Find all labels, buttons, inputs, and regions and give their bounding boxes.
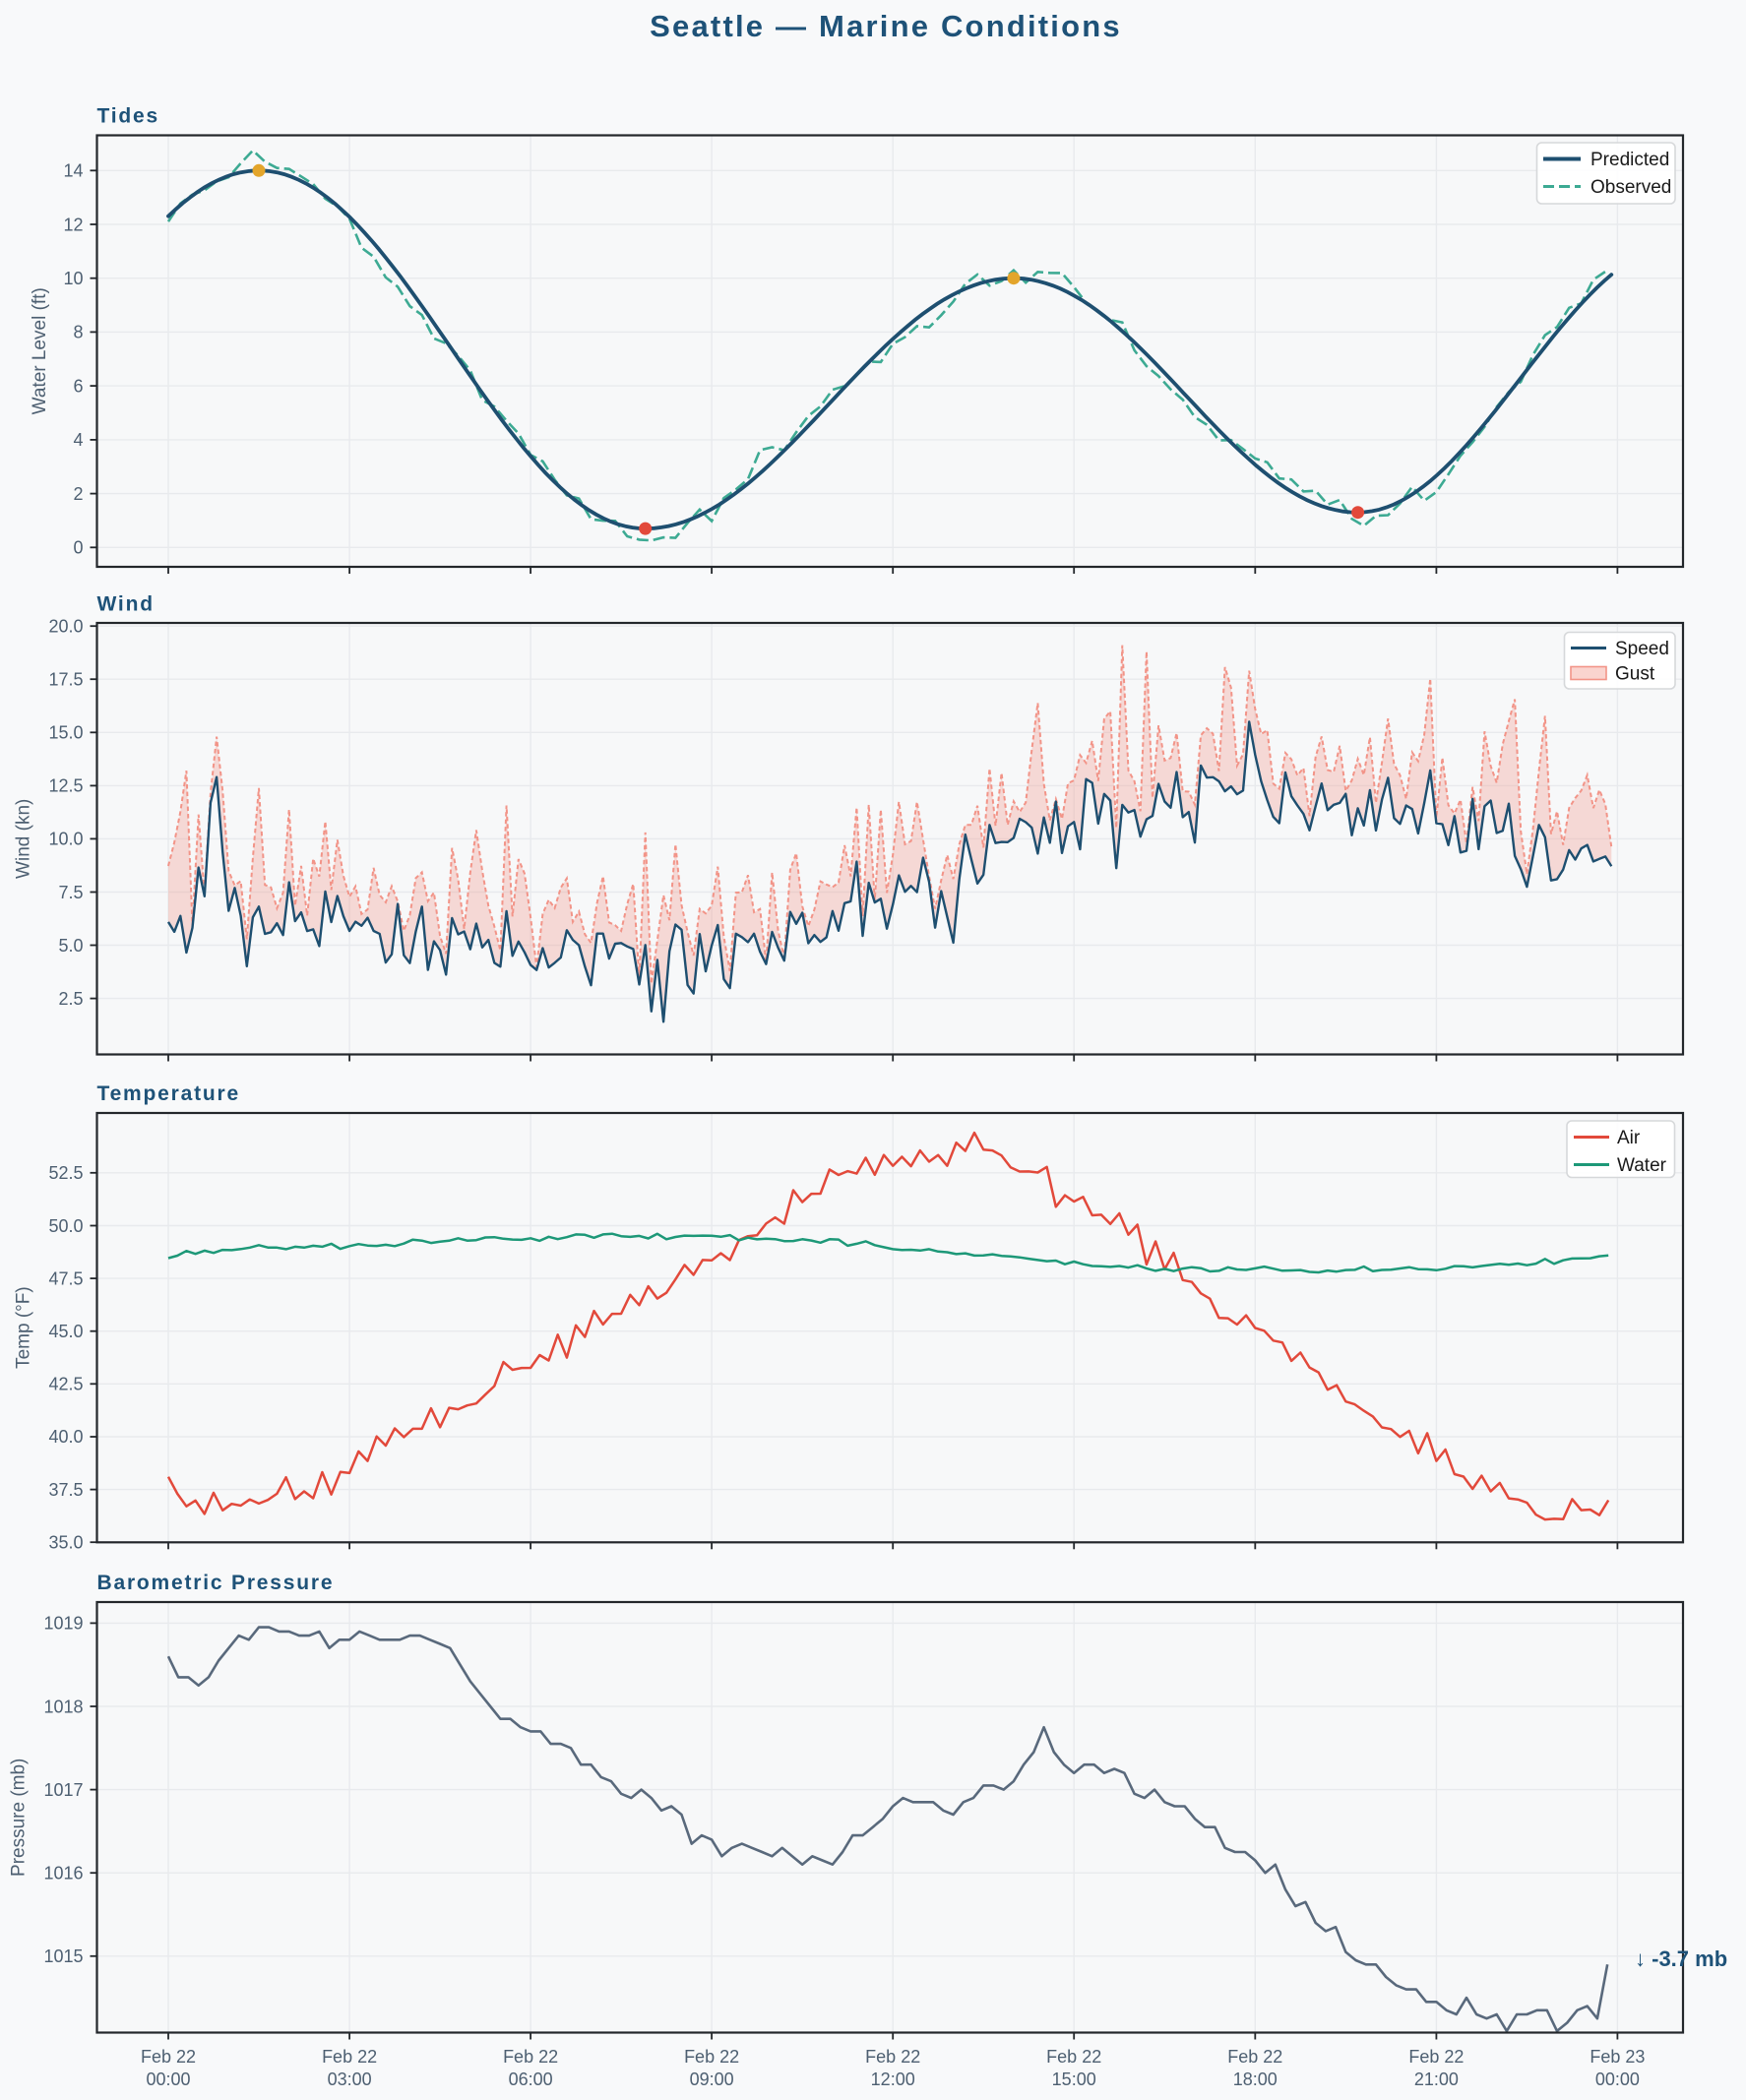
svg-text:Tides: Tides [97, 105, 159, 128]
svg-text:Feb 22: Feb 22 [1046, 2047, 1101, 2067]
svg-text:0: 0 [73, 538, 83, 558]
svg-text:37.5: 37.5 [48, 1480, 83, 1500]
svg-text:12:00: 12:00 [871, 2069, 915, 2089]
svg-text:00:00: 00:00 [146, 2069, 190, 2089]
svg-text:35.0: 35.0 [48, 1533, 83, 1553]
svg-text:10: 10 [63, 269, 83, 288]
svg-text:↓ -3.7 mb: ↓ -3.7 mb [1635, 1946, 1727, 1971]
svg-text:8: 8 [73, 323, 83, 342]
svg-text:10.0: 10.0 [48, 830, 83, 849]
svg-text:14: 14 [63, 161, 83, 181]
svg-text:03:00: 03:00 [328, 2069, 372, 2089]
svg-text:6: 6 [73, 376, 83, 396]
svg-text:2: 2 [73, 484, 83, 504]
svg-text:Air: Air [1617, 1128, 1641, 1148]
svg-text:00:00: 00:00 [1595, 2069, 1640, 2089]
svg-text:Temperature: Temperature [97, 1082, 240, 1105]
svg-text:1017: 1017 [43, 1780, 83, 1800]
svg-text:47.5: 47.5 [48, 1268, 83, 1288]
svg-text:Water Level (ft): Water Level (ft) [30, 287, 50, 414]
svg-text:12: 12 [63, 215, 83, 234]
svg-text:52.5: 52.5 [48, 1163, 83, 1183]
svg-text:20.0: 20.0 [48, 617, 83, 637]
svg-text:4: 4 [73, 430, 83, 450]
svg-text:Speed: Speed [1615, 639, 1669, 659]
svg-text:Feb 22: Feb 22 [322, 2047, 377, 2067]
svg-text:Seattle — Marine Conditions: Seattle — Marine Conditions [650, 9, 1122, 43]
svg-text:18:00: 18:00 [1233, 2069, 1278, 2089]
svg-text:Feb 22: Feb 22 [865, 2047, 920, 2067]
svg-text:Water: Water [1617, 1155, 1667, 1176]
svg-text:2.5: 2.5 [58, 989, 83, 1009]
svg-text:40.0: 40.0 [48, 1427, 83, 1447]
svg-text:06:00: 06:00 [509, 2069, 553, 2089]
svg-text:7.5: 7.5 [58, 883, 83, 902]
svg-text:Gust: Gust [1615, 663, 1655, 684]
svg-text:17.5: 17.5 [48, 670, 83, 690]
svg-text:1018: 1018 [43, 1697, 83, 1716]
svg-text:Wind (kn): Wind (kn) [14, 799, 34, 879]
svg-text:1015: 1015 [43, 1946, 83, 1966]
svg-text:Barometric Pressure: Barometric Pressure [97, 1572, 335, 1594]
svg-text:1016: 1016 [43, 1864, 83, 1884]
svg-text:12.5: 12.5 [48, 776, 83, 796]
svg-text:Pressure (mb): Pressure (mb) [9, 1759, 30, 1877]
svg-text:21:00: 21:00 [1414, 2069, 1459, 2089]
svg-text:Feb 22: Feb 22 [1408, 2047, 1464, 2067]
svg-text:Predicted: Predicted [1590, 150, 1669, 170]
svg-text:5.0: 5.0 [58, 936, 83, 956]
svg-text:Temp (°F): Temp (°F) [14, 1286, 34, 1369]
svg-text:Observed: Observed [1590, 177, 1671, 198]
svg-text:15:00: 15:00 [1052, 2069, 1096, 2089]
svg-text:09:00: 09:00 [690, 2069, 734, 2089]
svg-text:1019: 1019 [43, 1614, 83, 1634]
svg-text:15.0: 15.0 [48, 723, 83, 743]
svg-text:Feb 22: Feb 22 [141, 2047, 196, 2067]
svg-text:45.0: 45.0 [48, 1322, 83, 1341]
svg-text:Feb 22: Feb 22 [1227, 2047, 1282, 2067]
svg-text:Wind: Wind [97, 593, 155, 616]
svg-text:Feb 22: Feb 22 [503, 2047, 558, 2067]
svg-text:42.5: 42.5 [48, 1375, 83, 1394]
svg-text:50.0: 50.0 [48, 1216, 83, 1236]
svg-text:Feb 22: Feb 22 [684, 2047, 739, 2067]
svg-text:Feb 23: Feb 23 [1590, 2047, 1645, 2067]
